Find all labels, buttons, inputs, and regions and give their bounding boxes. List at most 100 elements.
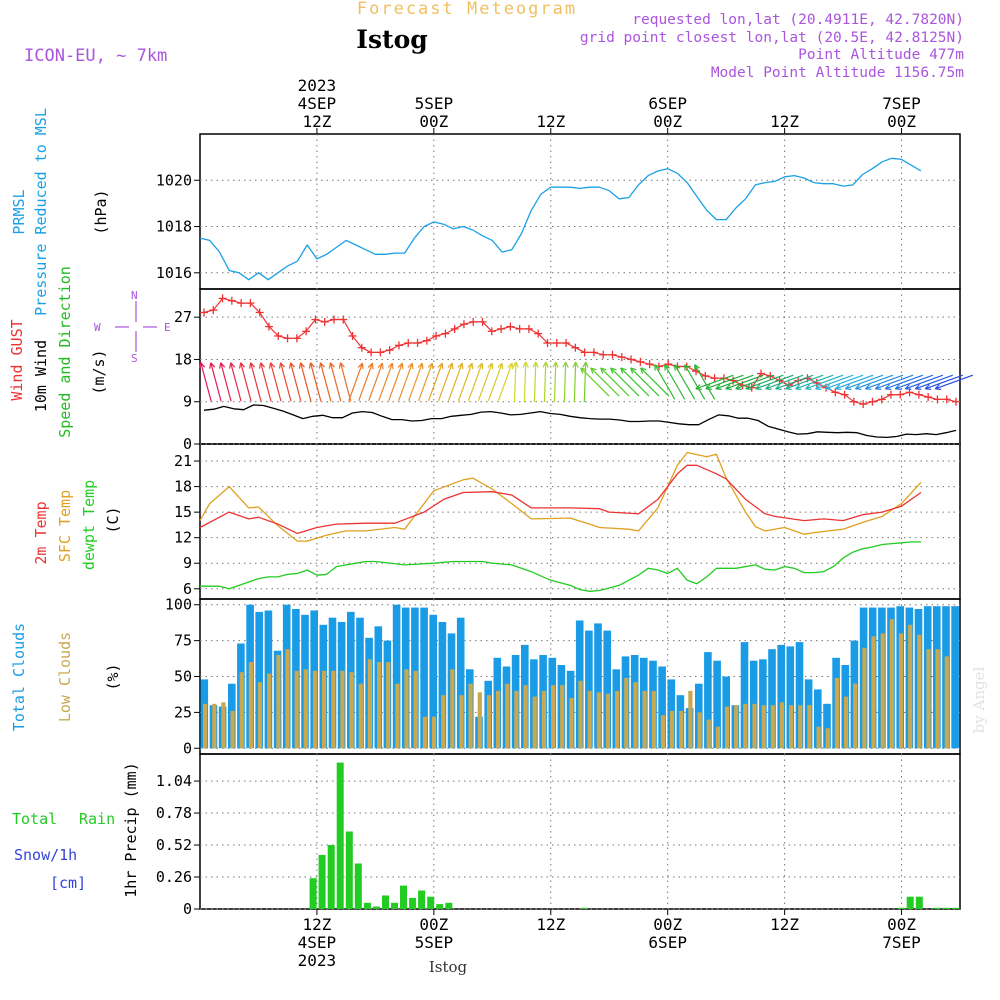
top-time-label-4-0: 12Z [770,112,799,131]
wind-arrow-head-0 [338,362,342,369]
wind-arrow-shaft [477,362,493,402]
low-cloud-bar [834,677,839,749]
bottom-time-label-0-2: 2023 [298,951,337,970]
dewpt-line [200,541,921,592]
gust-marker [478,317,487,326]
low-cloud-bar [642,690,647,749]
wind-arrow-head-1 [525,361,529,368]
wind-arrow-head-1 [451,363,454,370]
wind-arrow-head-1 [835,384,841,390]
total-cloud-bar [713,660,721,749]
wind-arrow-head-1 [361,363,364,370]
wind-arrow-head-1 [381,363,384,370]
wind-arrow [447,362,464,402]
wind-arrow-head-0 [457,362,463,368]
precip-labels: Total Rain Snow/1h [cm] 1hr Precip (mm) [12,762,140,897]
ytick-label-clouds-4: 100 [165,596,192,614]
gust-marker [459,320,468,329]
wind-arrow [512,361,519,403]
wind-arrow-shaft [590,367,620,397]
wind-arrow-head-0 [229,362,232,369]
wind-arrow-head-1 [904,384,910,390]
wind-arrow [590,367,620,397]
wind-arrow-head-0 [298,362,302,369]
gust-marker [302,327,311,336]
wind-arrow-head-0 [318,362,322,369]
low-cloud-bar [248,662,253,749]
wind-arrow-shaft [563,361,567,403]
wind-arrow-shaft [795,374,834,390]
wind-arrow [620,367,650,397]
low-cloud-bar [871,636,876,749]
wind-arrow-head-1 [471,363,474,370]
low-cloud-bar [459,695,464,749]
gust-marker [422,336,431,345]
wind-arrow [572,361,579,403]
low-cloud-bar [844,696,849,749]
wind-arrow-head-1 [575,361,579,368]
gust-marker [441,329,450,338]
wind-arrow-head-0 [377,362,383,368]
low-cloud-bar [532,696,537,749]
precip-bar [409,897,417,909]
wind-label-speed-dir: Speed and Direction [56,266,74,438]
wind-arrow-shaft [497,362,513,402]
gust-marker [200,308,208,317]
ytick-label-pressure-2: 1020 [156,171,192,189]
wind-arrow-head-1 [705,384,711,390]
gust-marker [627,355,636,364]
wind-arrow-head-1 [815,384,821,390]
wind-arrow-head-1 [864,384,871,390]
precip-bar [418,890,426,909]
ytick-label-temp-3: 15 [174,503,192,521]
bottom-time-label-0-0: 12Z [302,915,331,934]
wind-arrow-head-0 [785,388,792,390]
wind-arrow-head-1 [340,362,345,368]
low-cloud-bar [514,690,519,749]
low-cloud-bar [541,690,546,749]
gust-marker [487,327,496,336]
wind-arrow-head-1 [371,363,374,370]
low-cloud-bar [596,692,601,749]
top-time-label-5-1: 00Z [887,112,916,131]
precip-label-total: Total [12,810,57,828]
low-cloud-bar [752,703,757,749]
gust-marker [552,339,561,348]
gust-marker [645,360,654,369]
gust-marker [534,329,543,338]
gust-marker [914,390,923,399]
wind-arrow-shaft [934,374,974,390]
low-cloud-bar [624,677,629,749]
low-cloud-bar [486,695,492,749]
wind-arrow-head-0 [239,362,242,369]
wind-arrow-shaft [427,362,443,402]
wind-arrow-shaft [630,367,660,397]
wind-arrow-head-1 [461,363,464,370]
wind-arrow-shaft [895,374,934,390]
ytick-label-wind-2: 18 [174,350,192,368]
wind-arrow [418,362,434,402]
wind-arrow-head-0 [477,362,483,368]
wind-arrow-head-0 [542,361,547,368]
low-cloud-bar [331,670,336,749]
wind-arrow-shaft [915,374,954,390]
wind-arrow-shaft [250,362,262,402]
wind-arrow-shaft [610,367,640,397]
gust-marker [385,346,394,355]
wind-arrow-head-0 [447,362,453,368]
wind-arrow-head-1 [854,384,861,390]
wind-arrow-shaft [905,374,944,390]
wind-arrow-head-1 [300,362,305,368]
precip-bar [309,878,317,909]
low-cloud-bar [605,693,611,749]
low-cloud-bar [477,692,482,749]
wind-arrow-head-0 [755,388,762,390]
top-time-label-3-1: 00Z [653,112,682,131]
wind-arrow-shaft [408,362,423,402]
low-cloud-bar [505,683,510,749]
wind-arrow-head-1 [914,384,920,390]
wind-arrow [705,374,744,390]
gust-marker [218,294,227,303]
bottom-time-label-0-1: 4SEP [298,933,337,952]
low-cloud-bar [889,619,894,749]
